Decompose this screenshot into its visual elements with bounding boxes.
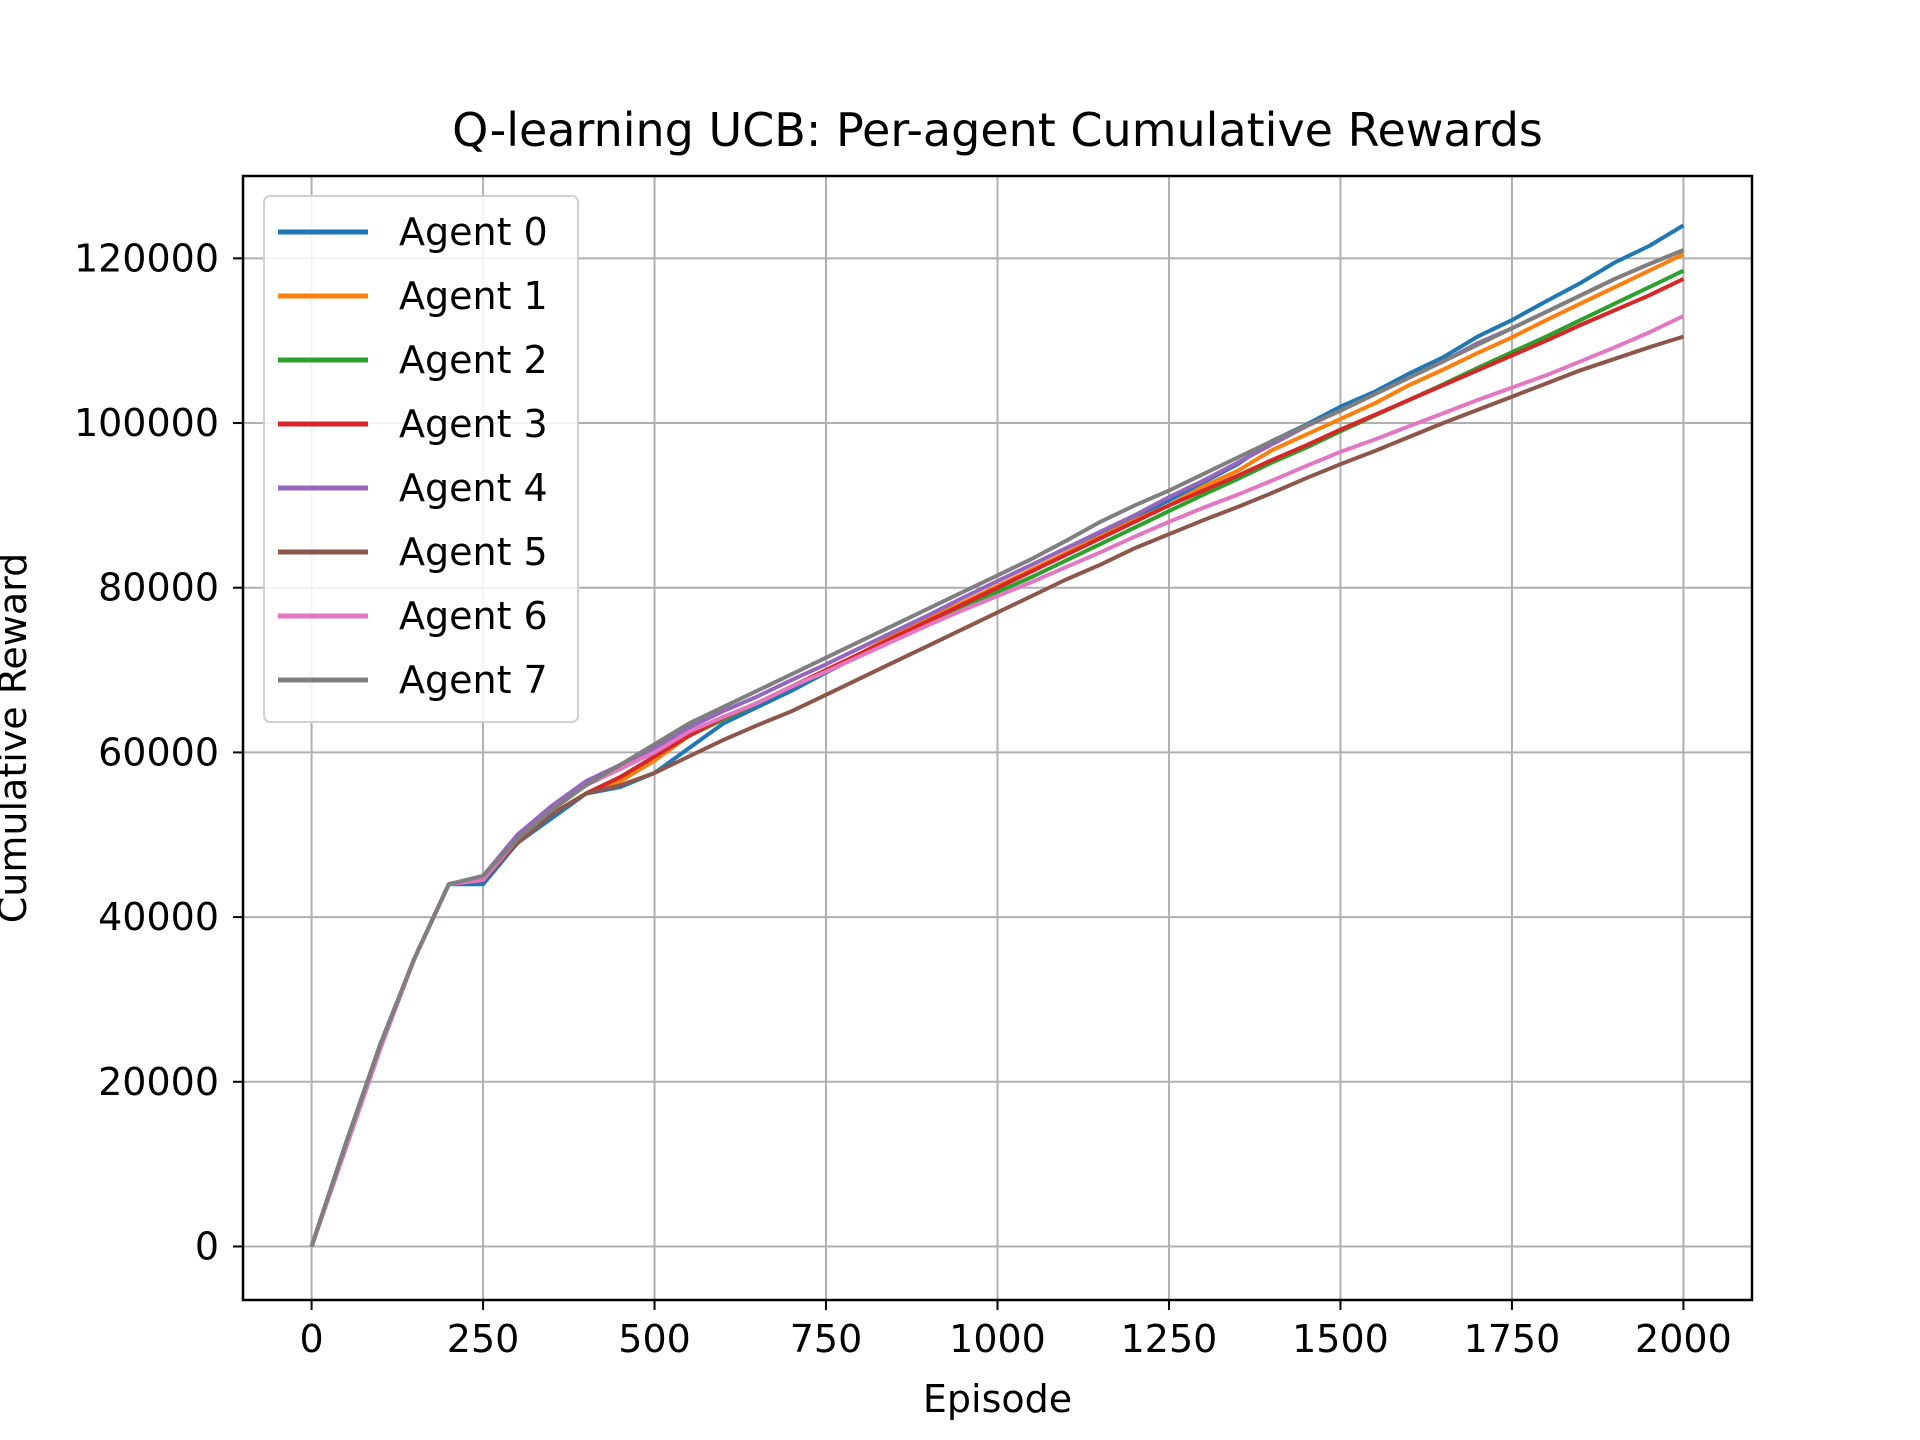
legend-label-agent-1: Agent 1 [399,274,548,318]
y-tick-label: 120000 [74,236,219,280]
legend-box [263,195,579,723]
legend-label-agent-2: Agent 2 [399,338,548,382]
x-tick-label: 0 [299,1317,323,1361]
legend-label-agent-5: Agent 5 [399,530,548,574]
series-lines [309,223,1685,1248]
x-tick-label: 750 [790,1317,863,1361]
x-tick-label: 1000 [949,1317,1046,1361]
y-tick-label: 40000 [98,895,219,939]
x-tick-label: 500 [618,1317,691,1361]
x-axis-label: Episode [923,1377,1072,1421]
y-tick-label: 100000 [74,401,219,445]
legend-label-agent-6: Agent 6 [399,594,548,638]
y-tick-label: 60000 [98,730,219,774]
x-tick-label: 1500 [1292,1317,1389,1361]
x-tick-label: 250 [447,1317,520,1361]
x-tick-label: 1750 [1464,1317,1561,1361]
y-axis-label: Cumulative Reward [0,553,35,923]
legend: Agent 0 Agent 1 Agent 2 Agent 3 Agent 4 Agent… [263,195,579,723]
legend-label-agent-7: Agent 7 [399,658,548,702]
chart-title: Q-learning UCB: Per-agent Cumulative Rew… [452,103,1543,157]
legend-label-agent-0: Agent 0 [399,210,548,254]
y-tick-label: 20000 [98,1060,219,1104]
series-line-agent-5 [309,334,1684,1248]
series-line-agent-7 [309,248,1685,1248]
x-tick-label: 1250 [1121,1317,1218,1361]
y-tick-label: 0 [195,1224,219,1268]
x-tick-label: 2000 [1635,1317,1732,1361]
y-tick-label: 80000 [98,566,219,610]
legend-label-agent-3: Agent 3 [399,402,548,446]
legend-label-agent-4: Agent 4 [399,466,548,510]
axis-ticks: 0 250 500 750 1000 1250 1500 1750 20000200004000… [74,236,1732,1361]
